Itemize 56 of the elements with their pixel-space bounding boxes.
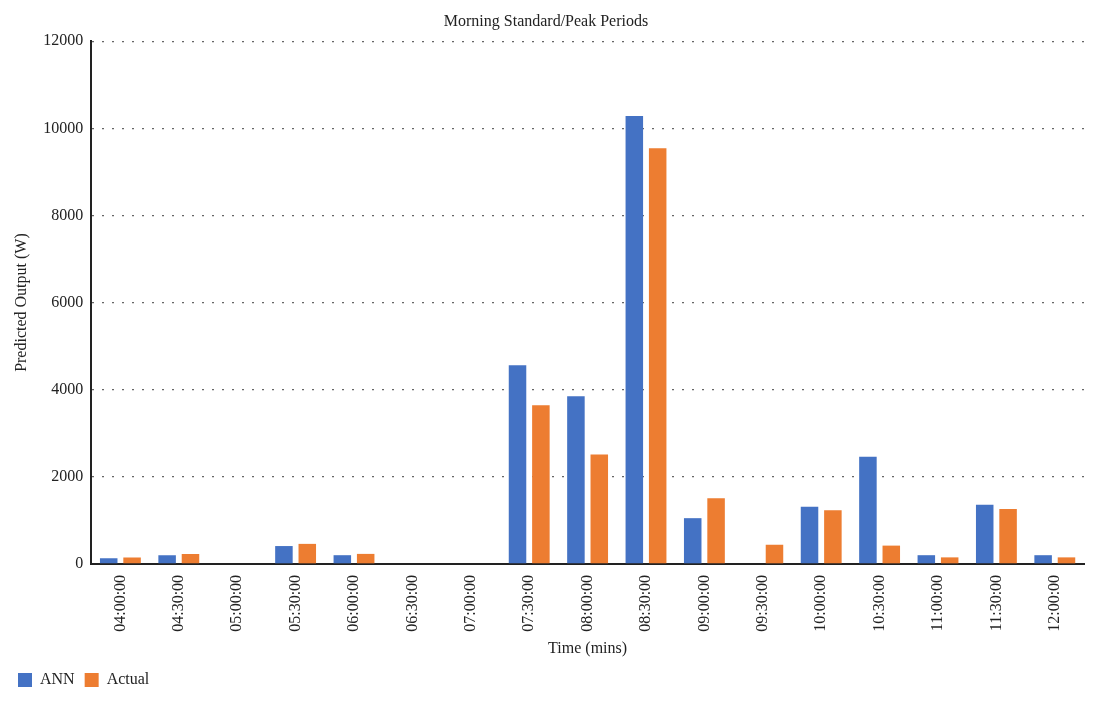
y-axis-title: Predicted Output (W) [11, 233, 30, 372]
legend-label: ANN [40, 670, 76, 688]
bar [707, 498, 725, 564]
x-tick-label: 11:00:00 [928, 574, 946, 632]
x-tick-label: 07:00:00 [461, 574, 478, 632]
bar [333, 555, 352, 564]
bar [123, 557, 141, 564]
x-tick-label: 10:30:00 [869, 574, 887, 632]
bar [567, 396, 585, 564]
bar [800, 506, 819, 564]
x-tick-label: 08:00:00 [577, 574, 595, 632]
x-tick-label: 11:30:00 [986, 574, 1004, 632]
x-tick-label: 09:00:00 [694, 574, 712, 632]
bar [683, 518, 702, 564]
bar [275, 546, 293, 564]
bar [882, 545, 901, 564]
y-tick-label: 0 [75, 554, 84, 572]
x-tick-label: 08:30:00 [636, 574, 654, 632]
x-axis-title: Time (mins) [548, 638, 628, 657]
y-tick-label: 6000 [51, 292, 84, 310]
bar [625, 116, 644, 564]
x-tick-label: 06:00:00 [344, 574, 362, 632]
y-tick-label: 10000 [43, 118, 84, 136]
bar [298, 543, 317, 564]
x-tick-label: 10:00:00 [811, 574, 829, 632]
bar [1034, 555, 1052, 564]
bar [356, 553, 375, 564]
bar [158, 555, 176, 564]
y-tick-label: 8000 [51, 205, 84, 223]
x-tick-label: 06:30:00 [402, 574, 420, 632]
x-tick-label: 09:30:00 [753, 574, 770, 632]
bar [1057, 557, 1076, 564]
bar [940, 557, 959, 564]
y-tick-label: 2000 [51, 466, 84, 484]
bar [508, 365, 527, 564]
bar [181, 553, 200, 564]
x-tick-label: 05:30:00 [285, 574, 303, 632]
x-tick-label: 04:00:00 [110, 574, 128, 632]
bar [590, 454, 609, 564]
bar [917, 555, 936, 564]
bar [532, 405, 550, 564]
x-tick-label: 12:00:00 [1045, 574, 1062, 632]
bar [859, 456, 877, 564]
bar [999, 509, 1017, 564]
y-tick-label: 12000 [43, 31, 84, 49]
bar [824, 510, 842, 564]
legend-label: Actual [106, 670, 150, 688]
x-tick-label: 07:30:00 [519, 574, 537, 632]
bar [99, 558, 118, 564]
y-tick-label: 4000 [51, 379, 84, 397]
bar [648, 148, 667, 564]
bar [975, 504, 994, 564]
x-tick-label: 05:00:00 [227, 574, 245, 632]
bar [765, 544, 784, 564]
chart-title: Morning Standard/Peak Periods [443, 11, 649, 30]
x-tick-label: 04:30:00 [169, 574, 186, 632]
